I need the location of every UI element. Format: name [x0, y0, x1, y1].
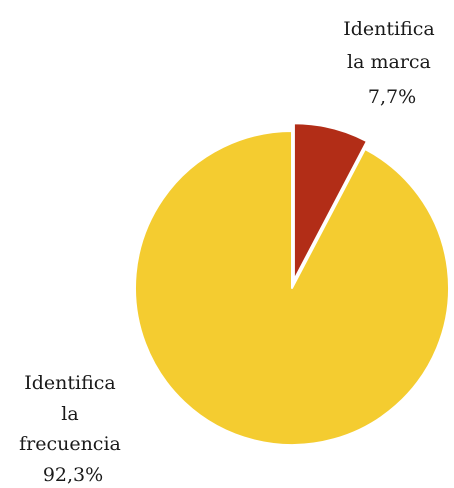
slice-label-frecuencia-line-2: la — [61, 403, 78, 425]
pie-slices — [134, 122, 450, 446]
pie-slice-1 — [134, 130, 450, 446]
slice-value-marca: 7,7% — [368, 86, 416, 108]
slice-label-frecuencia-line-3: frecuencia — [19, 433, 121, 455]
slice-label-marca-line-2: la marca — [347, 51, 431, 73]
slice-value-frecuencia: 92,3% — [43, 464, 103, 486]
slice-label-frecuencia-line-1: Identifica — [24, 372, 116, 394]
slice-label-frecuencia: Identifica la frecuencia 92,3% — [19, 372, 127, 486]
slice-label-marca: Identifica la marca 7,7% — [343, 18, 441, 108]
slice-label-marca-line-1: Identifica — [343, 18, 435, 40]
pie-slice-0 — [292, 122, 368, 282]
